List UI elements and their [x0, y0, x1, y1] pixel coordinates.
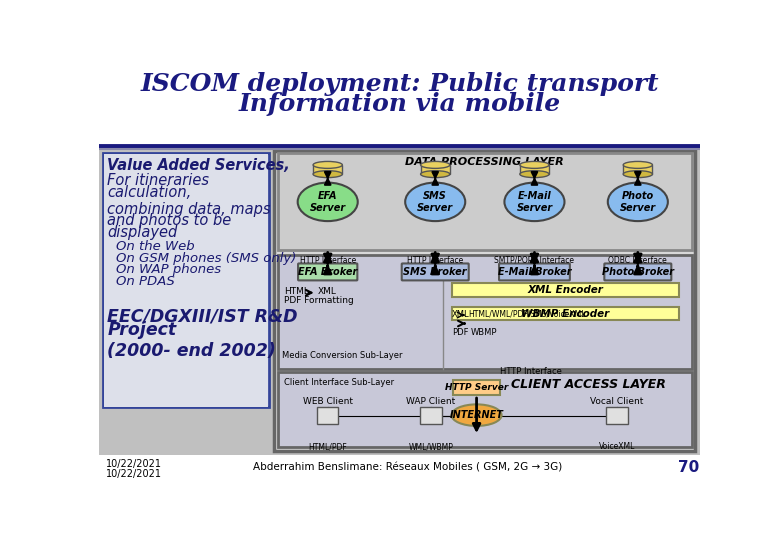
Text: PDF Formatting: PDF Formatting: [284, 296, 354, 305]
Text: E-Mail Broker: E-Mail Broker: [498, 267, 571, 277]
FancyBboxPatch shape: [519, 165, 549, 174]
Ellipse shape: [405, 183, 465, 221]
Text: On the Web: On the Web: [116, 240, 195, 253]
Text: For itineraries: For itineraries: [107, 173, 209, 188]
Text: Information via mobile: Information via mobile: [239, 92, 561, 116]
FancyBboxPatch shape: [420, 408, 441, 424]
FancyBboxPatch shape: [499, 264, 570, 280]
FancyBboxPatch shape: [298, 264, 357, 280]
FancyBboxPatch shape: [623, 165, 652, 174]
FancyBboxPatch shape: [317, 408, 339, 424]
Text: Photo
Server: Photo Server: [620, 191, 656, 213]
Text: CLIENT ACCESS LAYER: CLIENT ACCESS LAYER: [511, 378, 665, 391]
Text: HTTP Interface: HTTP Interface: [300, 256, 356, 265]
FancyBboxPatch shape: [278, 372, 692, 448]
Text: (2000- end 2002): (2000- end 2002): [107, 342, 276, 360]
Ellipse shape: [519, 161, 549, 168]
Text: XML Encoder: XML Encoder: [527, 286, 604, 295]
Text: 10/22/2021: 10/22/2021: [105, 469, 161, 479]
Text: HTML: HTML: [284, 287, 309, 295]
Ellipse shape: [298, 183, 358, 221]
Ellipse shape: [608, 183, 668, 221]
Text: calculation,: calculation,: [107, 185, 191, 200]
Text: WAP Client: WAP Client: [406, 397, 456, 406]
Ellipse shape: [313, 171, 342, 178]
Text: 10/22/2021: 10/22/2021: [105, 459, 161, 469]
FancyBboxPatch shape: [278, 153, 692, 249]
Text: ODBC Interface: ODBC Interface: [608, 256, 667, 265]
Text: VoiceXML: VoiceXML: [599, 442, 636, 451]
Text: Photo Broker: Photo Broker: [602, 267, 674, 277]
Text: On GSM phones (SMS only): On GSM phones (SMS only): [116, 252, 296, 265]
FancyBboxPatch shape: [99, 148, 700, 457]
Text: On WAP phones: On WAP phones: [116, 264, 222, 276]
Text: EEC/DGXIII/IST R&D: EEC/DGXIII/IST R&D: [107, 307, 298, 325]
Ellipse shape: [420, 161, 450, 168]
Text: 70: 70: [678, 460, 699, 475]
Text: PDF: PDF: [452, 328, 468, 337]
Text: Vocal Client: Vocal Client: [590, 397, 644, 406]
Text: displayed: displayed: [107, 225, 177, 240]
Ellipse shape: [519, 171, 549, 178]
Text: DATA PROCESSING LAYER: DATA PROCESSING LAYER: [406, 157, 564, 167]
Text: HTTP Interface: HTTP Interface: [500, 367, 562, 376]
Text: Media Conversion Sub-Layer: Media Conversion Sub-Layer: [282, 351, 402, 360]
Text: XML: XML: [318, 287, 337, 295]
Text: HTML/WML/PDF/SMS/VoiceXML: HTML/WML/PDF/SMS/VoiceXML: [469, 309, 587, 319]
Text: XML: XML: [452, 309, 470, 319]
Text: ISCOM deployment: Public transport: ISCOM deployment: Public transport: [140, 72, 659, 97]
Text: E-Mail
Server: E-Mail Server: [516, 191, 552, 213]
Text: Abderrahim Benslimane: Réseaux Mobiles ( GSM, 2G → 3G): Abderrahim Benslimane: Réseaux Mobiles (…: [253, 462, 562, 472]
Text: HTTP Interface: HTTP Interface: [407, 256, 463, 265]
Text: combining data, maps: combining data, maps: [107, 202, 271, 217]
Text: WBMP Encoder: WBMP Encoder: [521, 308, 610, 319]
FancyBboxPatch shape: [99, 65, 700, 146]
Text: Value Added Services,: Value Added Services,: [107, 158, 290, 173]
Text: HTML/PDF: HTML/PDF: [308, 442, 347, 451]
Ellipse shape: [452, 404, 502, 426]
Text: On PDAS: On PDAS: [116, 275, 176, 288]
FancyBboxPatch shape: [452, 307, 679, 320]
FancyBboxPatch shape: [420, 165, 450, 174]
Text: SMS
Server: SMS Server: [417, 191, 453, 213]
Text: SMTP/POP3 Interface: SMTP/POP3 Interface: [495, 256, 574, 265]
Text: EFA
Server: EFA Server: [310, 191, 346, 213]
FancyBboxPatch shape: [452, 284, 679, 298]
FancyBboxPatch shape: [275, 151, 696, 451]
Text: Client Interface Sub-Layer: Client Interface Sub-Layer: [284, 378, 395, 387]
Ellipse shape: [505, 183, 565, 221]
Text: EFA Broker: EFA Broker: [298, 267, 357, 277]
Text: WEB Client: WEB Client: [303, 397, 353, 406]
Text: Project: Project: [107, 321, 176, 339]
Text: and photos to be: and photos to be: [107, 213, 232, 228]
FancyBboxPatch shape: [99, 455, 700, 481]
FancyBboxPatch shape: [604, 264, 672, 280]
Ellipse shape: [313, 161, 342, 168]
Text: HTTP Server: HTTP Server: [445, 383, 509, 392]
FancyBboxPatch shape: [606, 408, 628, 424]
FancyBboxPatch shape: [104, 154, 268, 407]
Ellipse shape: [623, 171, 652, 178]
Text: SMS Broker: SMS Broker: [403, 267, 467, 277]
FancyBboxPatch shape: [103, 153, 269, 408]
Text: WML/WBMP: WML/WBMP: [409, 442, 453, 451]
Ellipse shape: [420, 171, 450, 178]
Text: WBMP: WBMP: [470, 328, 497, 337]
FancyBboxPatch shape: [452, 380, 501, 395]
Text: INTERNET: INTERNET: [449, 410, 504, 420]
FancyBboxPatch shape: [278, 255, 692, 369]
FancyBboxPatch shape: [313, 165, 342, 174]
FancyBboxPatch shape: [402, 264, 469, 280]
Ellipse shape: [623, 161, 652, 168]
